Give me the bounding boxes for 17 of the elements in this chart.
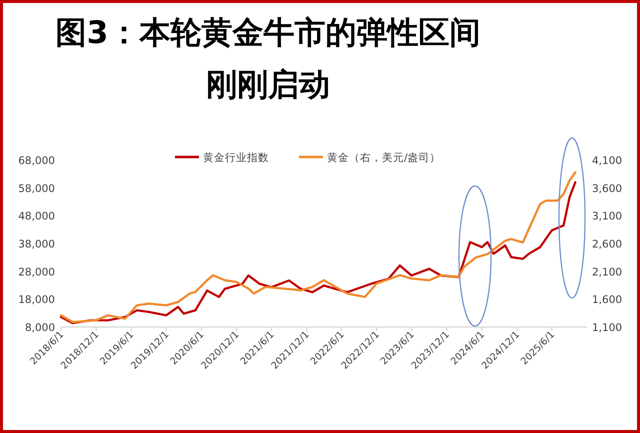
y-tick-label: 38,000 <box>18 238 55 250</box>
y2-tick-label: 3,600 <box>592 182 622 195</box>
y2-tick-label: 2,600 <box>592 238 622 250</box>
y-tick-label: 58,000 <box>18 182 55 195</box>
y-tick-label: 18,000 <box>18 294 55 306</box>
y-tick-label: 68,000 <box>18 155 55 167</box>
chart-title: 图3：本轮黄金牛市的弹性区间刚刚启动 <box>54 14 482 105</box>
y-tick-label: 8,000 <box>24 322 55 334</box>
y2-tick-label: 2,100 <box>592 266 622 278</box>
legend-label: 黄金行业指数 <box>203 151 269 164</box>
y2-tick-label: 4,100 <box>592 155 622 167</box>
y2-tick-label: 3,100 <box>592 210 622 223</box>
legend-label: 黄金（右，美元/盎司） <box>327 151 441 164</box>
y2-tick-label: 1,100 <box>592 322 622 334</box>
y-tick-label: 48,000 <box>18 210 55 223</box>
y2-tick-label: 1,600 <box>592 294 622 306</box>
y-tick-label: 28,000 <box>18 266 55 278</box>
